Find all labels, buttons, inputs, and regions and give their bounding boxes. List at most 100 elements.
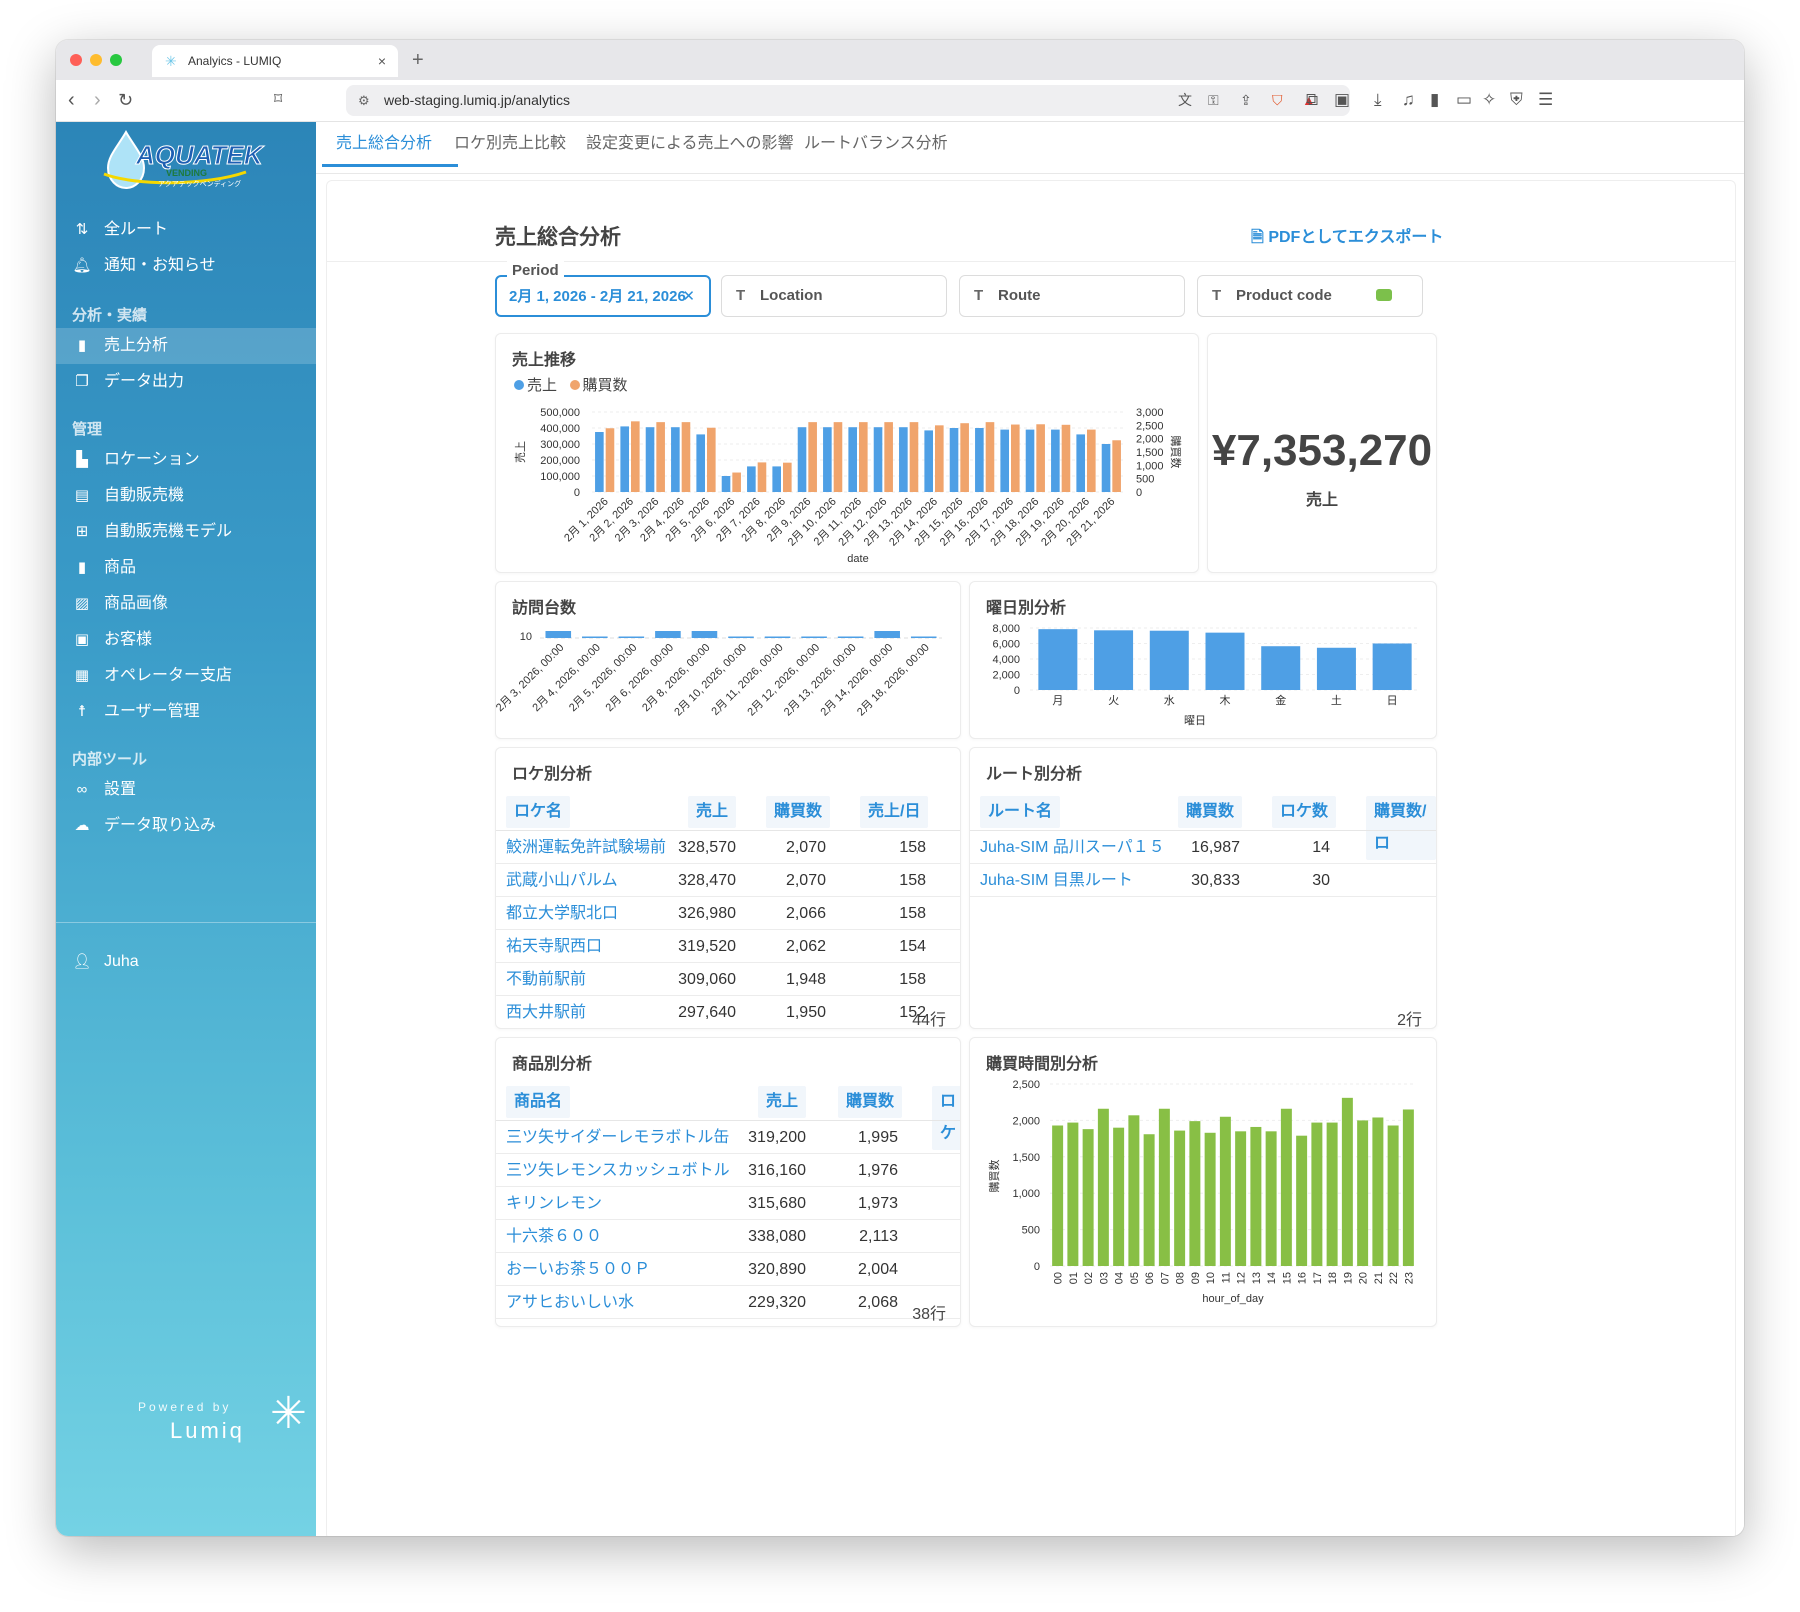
url-text[interactable]: web-staging.lumiq.jp/analytics: [384, 92, 570, 108]
column-header-purchases[interactable]: 購買数: [1178, 796, 1243, 830]
product-name-link[interactable]: アサヒおいしい水: [506, 1294, 635, 1311]
sidebar-item-all-routes[interactable]: ⇅ 全ルート: [56, 212, 316, 248]
product-name-link[interactable]: 三ツ矢レモンスカッシュボトル: [506, 1162, 730, 1179]
table-row[interactable]: Juha-SIM 目黒ルート 30,833 30: [970, 864, 1436, 897]
extensions-icon[interactable]: ⧉: [1306, 90, 1319, 109]
table-row[interactable]: 祐天寺駅西口 319,520 2,062 154: [496, 930, 960, 963]
location-name-link[interactable]: 西大井駅前: [506, 1004, 587, 1021]
location-name-link[interactable]: 鮫洲運転免許試験場前: [506, 839, 667, 856]
product-name-link[interactable]: 十六茶６００: [506, 1228, 603, 1245]
brave-shield-icon[interactable]: ⛉: [1272, 92, 1283, 108]
back-icon[interactable]: ‹: [68, 89, 75, 111]
minimize-window-button[interactable]: [90, 54, 102, 66]
location-name-link[interactable]: 武蔵小山パルム: [506, 872, 618, 889]
column-header-route[interactable]: ルート名: [980, 796, 1061, 830]
sidebar-item-user[interactable]: 👤︎ Juha: [56, 944, 316, 980]
period-filter[interactable]: Period 2月 1, 2026 - 2月 21, 2026 ✕: [495, 261, 711, 317]
tab-settings-impact[interactable]: 設定変更による売上への影響: [586, 135, 794, 152]
column-header-sales-per-day[interactable]: 売上/日: [860, 796, 929, 830]
forward-icon[interactable]: ›: [94, 89, 101, 111]
sidebar-toggle-icon[interactable]: ▮: [1430, 90, 1440, 109]
sidebar-item-locations[interactable]: ▙ ロケーション: [56, 442, 316, 478]
table-row[interactable]: 都立大学駅北口 326,980 2,066 158: [496, 897, 960, 930]
reload-icon[interactable]: ↻: [118, 90, 134, 110]
clear-period-icon[interactable]: ✕: [682, 288, 695, 305]
column-header-sales[interactable]: 売上: [688, 796, 737, 830]
table-row[interactable]: 不動前駅前 309,060 1,948 158: [496, 963, 960, 996]
product-name-link[interactable]: おーいお茶５００Ｐ: [506, 1261, 651, 1278]
sidebar-item-vending-machines[interactable]: ▤ 自動販売機: [56, 478, 316, 514]
tab-location-comparison[interactable]: ロケ別売上比較: [454, 135, 567, 152]
weekday-bar: [1316, 647, 1356, 690]
table-row[interactable]: 三ツ矢レモンスカッシュボトル 316,160 1,976: [496, 1154, 960, 1187]
sidebar-item-product-images[interactable]: ▨ 商品画像: [56, 586, 316, 622]
password-manager-icon[interactable]: [1376, 289, 1392, 301]
purchase-bar: [833, 422, 843, 492]
route-filter[interactable]: T Route: [959, 275, 1185, 317]
location-name-link[interactable]: 祐天寺駅西口: [506, 938, 603, 955]
table-row[interactable]: キリンレモン 315,680 1,973: [496, 1187, 960, 1220]
sidebar-item-vending-models[interactable]: ⊞ 自動販売機モデル: [56, 514, 316, 550]
table-row[interactable]: Juha-SIM 品川スーパ１５ 16,987 14: [970, 831, 1436, 864]
zoom-window-button[interactable]: [110, 54, 122, 66]
sidebar-item-customers[interactable]: ▣ お客様: [56, 622, 316, 658]
key-icon[interactable]: ⚿: [1208, 92, 1219, 108]
address-bar[interactable]: ⚙ web-staging.lumiq.jp/analytics 文 ⚿ ⇪ ⛉…: [346, 85, 1350, 116]
column-header-purchases[interactable]: 購買数: [838, 1086, 903, 1120]
table-row[interactable]: 鮫洲運転免許試験場前 328,570 2,070 158: [496, 831, 960, 864]
table-row[interactable]: 西大井駅前 297,640 1,950 152: [496, 996, 960, 1028]
site-settings-icon[interactable]: ⚙: [358, 93, 370, 108]
legend-item-sales[interactable]: 売上: [514, 377, 557, 394]
browser-tab[interactable]: ✳ Analyics - LUMIQ ×: [152, 45, 398, 77]
tab-sales-overview[interactable]: 売上総合分析: [336, 135, 433, 152]
vpn-icon[interactable]: ⛨: [1510, 90, 1523, 109]
sidebar-item-label: オペレーター支店: [104, 667, 233, 684]
export-label: PDFとしてエクスポート: [1268, 229, 1444, 246]
bookmark-icon[interactable]: ⌑: [274, 91, 283, 108]
product-name-link[interactable]: 三ツ矢サイダーレモラボトル缶: [506, 1129, 730, 1146]
share-icon[interactable]: ⇪: [1240, 92, 1252, 108]
sidebar-item-sales-analysis[interactable]: ▮ 売上分析: [56, 328, 316, 364]
location-name-link[interactable]: 不動前駅前: [506, 971, 587, 988]
column-header-purchases[interactable]: 購買数: [766, 796, 831, 830]
reader-icon[interactable]: ▣: [1334, 90, 1351, 109]
tab-route-balance[interactable]: ルートバランス分析: [804, 135, 948, 152]
brave-rewards-icon[interactable]: ▲: [1302, 92, 1316, 108]
column-header-purchases-per-location[interactable]: 購買数/ロ: [1366, 796, 1436, 860]
close-window-button[interactable]: [70, 54, 82, 66]
table-row[interactable]: アサヒおいしい水 229,320 2,068: [496, 1286, 960, 1319]
x-tick-label: 日: [1387, 695, 1398, 707]
route-name-link[interactable]: Juha-SIM 品川スーパ１５: [980, 839, 1165, 856]
legend-item-purchases[interactable]: 購買数: [569, 377, 628, 394]
route-name-link[interactable]: Juha-SIM 目黒ルート: [980, 872, 1133, 889]
column-header-location[interactable]: ロケ: [932, 1086, 960, 1150]
new-tab-button[interactable]: +: [412, 49, 424, 71]
sidebar-item-data-import[interactable]: ☁ データ取り込み: [56, 808, 316, 844]
column-header-location[interactable]: ロケ名: [506, 796, 571, 830]
table-row[interactable]: おーいお茶５００Ｐ 320,890 2,004: [496, 1253, 960, 1286]
music-icon[interactable]: ♫: [1402, 90, 1415, 109]
column-header-sales[interactable]: 売上: [758, 1086, 807, 1120]
wallet-icon[interactable]: ▭: [1456, 90, 1473, 109]
sidebar-item-installation[interactable]: ∞ 設置: [56, 772, 316, 808]
location-filter[interactable]: T Location: [721, 275, 947, 317]
sidebar-item-products[interactable]: ▮ 商品: [56, 550, 316, 586]
column-header-product[interactable]: 商品名: [506, 1086, 571, 1120]
sidebar-item-operator-branches[interactable]: ▦ オペレーター支店: [56, 658, 316, 694]
location-name-link[interactable]: 都立大学駅北口: [506, 905, 619, 922]
leo-ai-icon[interactable]: ✧: [1482, 90, 1497, 109]
close-tab-icon[interactable]: ×: [377, 53, 386, 69]
sidebar-item-user-management[interactable]: ☨ ユーザー管理: [56, 694, 316, 730]
sidebar-item-notifications[interactable]: 🔔︎ 通知・お知らせ: [56, 248, 316, 284]
table-row[interactable]: 三ツ矢サイダーレモラボトル缶 319,200 1,995: [496, 1121, 960, 1154]
product-code-filter[interactable]: T Product code: [1197, 275, 1423, 317]
sidebar-item-data-export[interactable]: ❐ データ出力: [56, 364, 316, 400]
table-row[interactable]: 武蔵小山パルム 328,470 2,070 158: [496, 864, 960, 897]
translate-icon[interactable]: 文: [1178, 92, 1192, 108]
product-name-link[interactable]: キリンレモン: [506, 1195, 603, 1212]
column-header-location-count[interactable]: ロケ数: [1272, 796, 1337, 830]
downloads-icon[interactable]: ⤓: [1374, 90, 1382, 109]
export-pdf-button[interactable]: 🗎︎ PDFとしてエクスポート: [1251, 223, 1443, 253]
menu-icon[interactable]: ☰: [1538, 90, 1554, 109]
table-row[interactable]: 十六茶６００ 338,080 2,113: [496, 1220, 960, 1253]
